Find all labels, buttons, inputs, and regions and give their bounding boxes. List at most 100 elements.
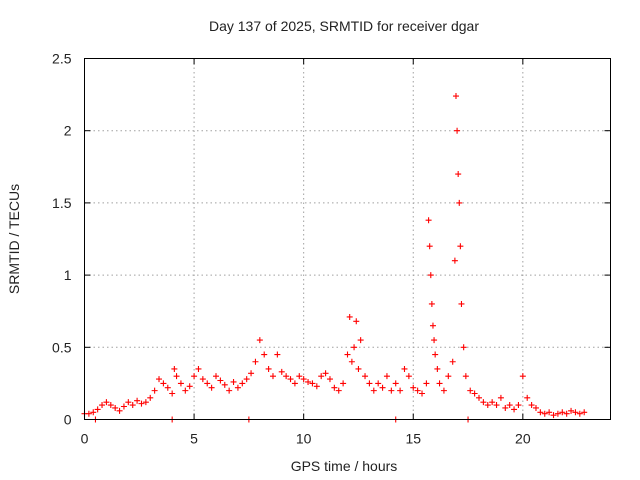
data-point <box>335 387 342 394</box>
data-point <box>134 397 141 404</box>
data-point <box>454 127 461 134</box>
data-point <box>370 387 377 394</box>
data-point <box>440 387 447 394</box>
data-point <box>436 380 443 387</box>
y-tick-label: 0 <box>64 412 72 428</box>
data-point <box>346 313 353 320</box>
data-point <box>392 380 399 387</box>
data-point <box>410 384 417 391</box>
data-point <box>283 373 290 380</box>
data-point <box>405 373 412 380</box>
data-point <box>489 399 496 406</box>
data-point <box>429 322 436 329</box>
data-point <box>239 380 246 387</box>
data-point <box>177 380 184 387</box>
data-point <box>546 409 553 416</box>
data-point <box>243 376 250 383</box>
x-tick-label: 10 <box>296 431 312 447</box>
data-point <box>559 409 566 416</box>
data-point <box>366 380 373 387</box>
data-point <box>182 387 189 394</box>
data-point <box>445 373 452 380</box>
data-point <box>107 402 114 409</box>
data-point <box>419 390 426 397</box>
data-point <box>456 199 463 206</box>
data-point <box>353 318 360 325</box>
y-tick-label: 1 <box>64 267 72 283</box>
data-point <box>432 351 439 358</box>
data-point <box>572 409 579 416</box>
x-tick-label: 0 <box>81 431 89 447</box>
data-point <box>99 402 106 409</box>
data-point <box>234 384 241 391</box>
data-point <box>537 409 544 416</box>
data-point <box>199 376 206 383</box>
data-point <box>383 373 390 380</box>
data-point <box>554 410 561 417</box>
data-point <box>506 402 513 409</box>
data-point <box>226 387 233 394</box>
data-point <box>460 344 467 351</box>
data-point <box>309 380 316 387</box>
data-point <box>462 373 469 380</box>
data-point <box>428 300 435 307</box>
data-point <box>278 368 285 375</box>
data-point <box>449 358 456 365</box>
data-point <box>467 387 474 394</box>
data-point <box>90 409 97 416</box>
data-point <box>550 412 557 419</box>
y-axis-label: SRMTID / TECUs <box>6 184 22 294</box>
data-point <box>457 243 464 250</box>
data-point <box>313 383 320 390</box>
data-point <box>484 402 491 409</box>
data-point <box>425 217 432 224</box>
data-point <box>452 93 459 100</box>
data-point <box>204 380 211 387</box>
data-point <box>568 407 575 414</box>
data-point <box>375 380 382 387</box>
data-point <box>120 403 127 410</box>
data-point <box>401 365 408 372</box>
y-tick-label: 0.5 <box>52 339 72 355</box>
data-point <box>195 365 202 372</box>
data-point <box>116 407 123 414</box>
data-point <box>427 272 434 279</box>
data-point <box>357 337 364 344</box>
y-tick-label: 1.5 <box>52 195 72 211</box>
grid-lines <box>84 58 611 420</box>
data-point <box>125 399 132 406</box>
data-point <box>423 380 430 387</box>
data-point <box>265 365 272 372</box>
data-point <box>112 404 119 411</box>
data-point <box>256 337 263 344</box>
data-point <box>426 243 433 250</box>
data-point <box>147 394 154 401</box>
data-point <box>528 402 535 409</box>
data-point <box>355 365 362 372</box>
data-point <box>248 370 255 377</box>
data-point <box>348 358 355 365</box>
data-point <box>164 384 171 391</box>
data-point <box>213 373 219 380</box>
data-point <box>397 387 404 394</box>
data-point <box>129 402 136 409</box>
data-point <box>171 365 178 372</box>
data-point <box>169 390 176 397</box>
data-point <box>362 373 369 380</box>
data-point <box>458 300 465 307</box>
data-point <box>519 373 526 380</box>
data-point <box>261 351 268 358</box>
data-point <box>344 351 351 358</box>
data-point <box>142 399 149 406</box>
x-tick-label: 20 <box>515 431 531 447</box>
data-point <box>581 409 588 416</box>
data-point <box>480 399 487 406</box>
data-point <box>493 402 500 409</box>
data-point <box>497 394 504 401</box>
y-tick-label: 2.5 <box>52 51 72 67</box>
data-point <box>274 351 281 358</box>
data-point <box>103 399 110 406</box>
data-point <box>151 387 158 394</box>
data-point <box>230 378 237 385</box>
